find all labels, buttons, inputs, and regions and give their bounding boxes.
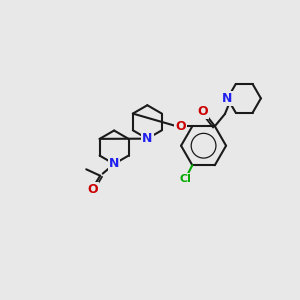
Text: O: O (175, 120, 186, 133)
Text: O: O (87, 182, 98, 196)
Text: N: N (142, 132, 152, 145)
Text: O: O (198, 105, 208, 118)
Text: N: N (109, 158, 119, 170)
Text: Cl: Cl (180, 174, 192, 184)
Text: N: N (222, 92, 233, 105)
